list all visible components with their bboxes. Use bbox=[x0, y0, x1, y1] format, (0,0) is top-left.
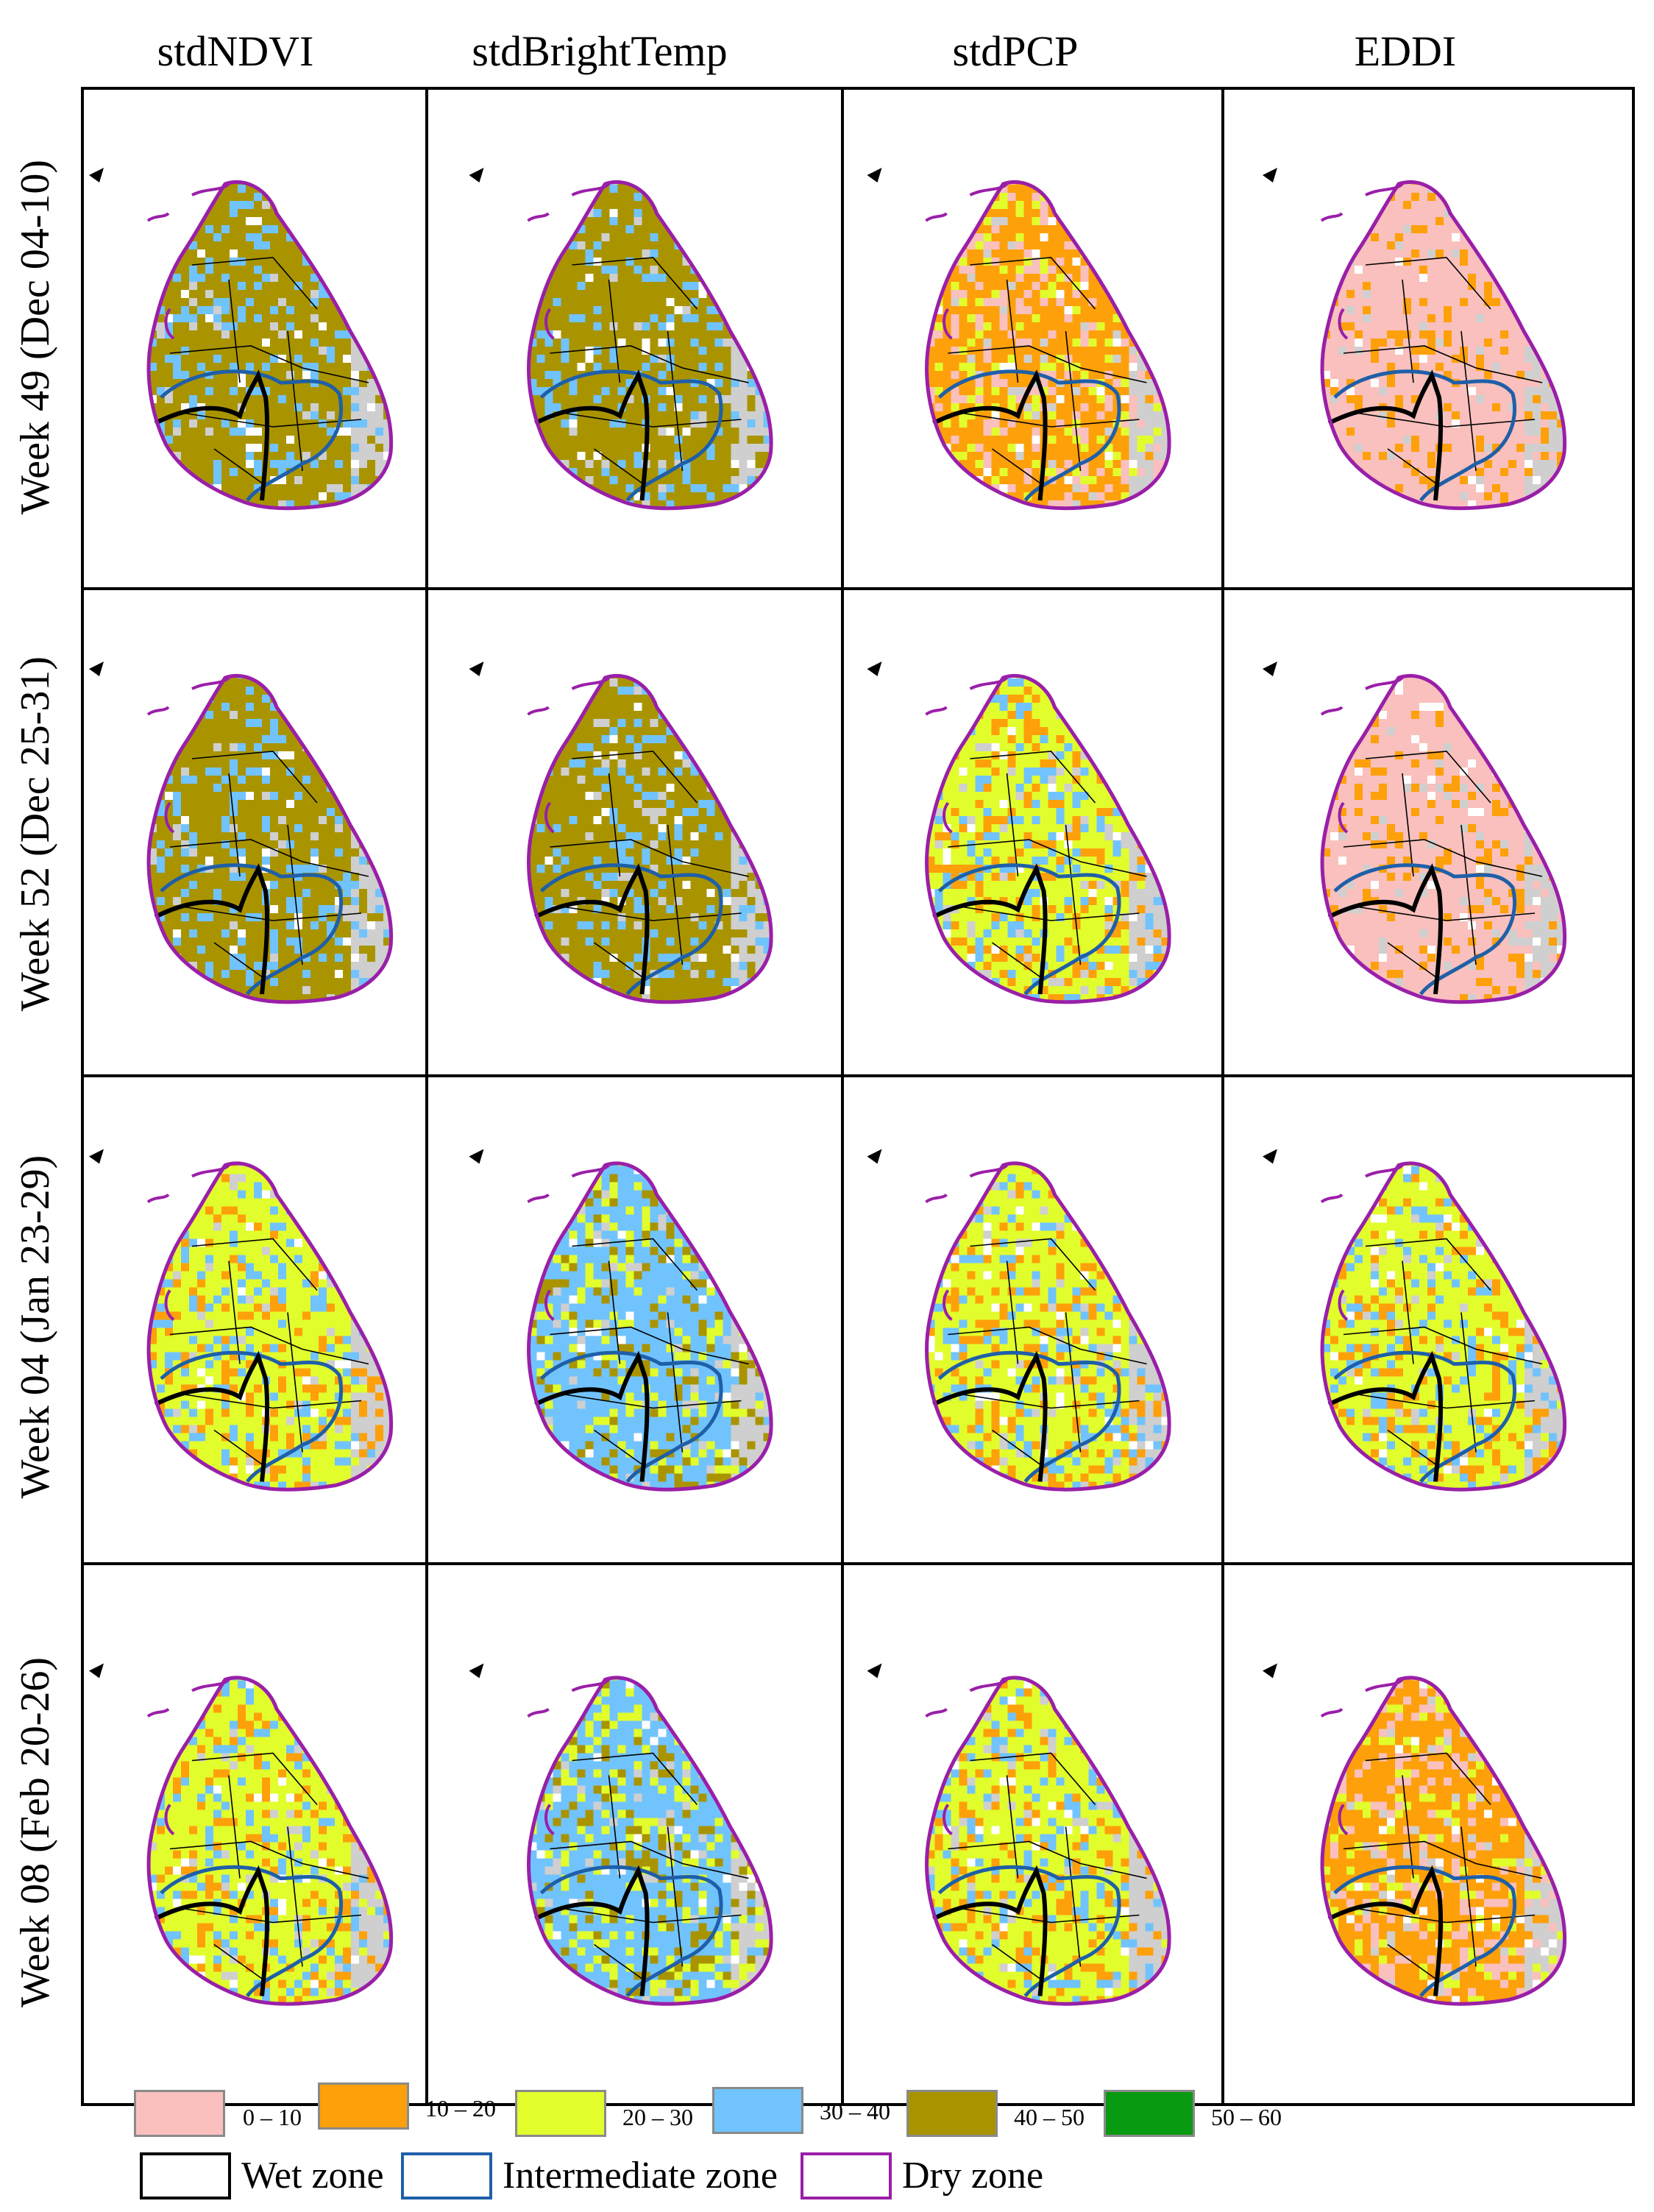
legend-intermediate-zone-box bbox=[401, 2152, 492, 2199]
north-arrow-icon bbox=[469, 168, 484, 182]
north-arrow-icon bbox=[867, 1663, 882, 1679]
map-panel-r3-c2 bbox=[469, 1149, 773, 1492]
north-arrow-icon bbox=[867, 168, 882, 182]
map-panel-r3-c3 bbox=[867, 1149, 1171, 1492]
map-panel-r2-c1 bbox=[89, 662, 394, 1004]
legend-label-50-60: 50 – 60 bbox=[1211, 2102, 1282, 2132]
north-arrow-icon bbox=[867, 662, 882, 676]
legend-label-10-20: 10 – 20 bbox=[425, 2094, 496, 2123]
legend-swatch-40-50 bbox=[906, 2090, 998, 2137]
legend-swatch-20-30 bbox=[515, 2090, 606, 2137]
map-panel-r1-c4 bbox=[1263, 168, 1567, 511]
panel-borders bbox=[81, 87, 1635, 2106]
legend-wet-zone-label: Wet zone bbox=[241, 2152, 384, 2199]
legend-swatch-30-40 bbox=[712, 2087, 803, 2134]
legend-dry-zone-label: Dry zone bbox=[902, 2152, 1043, 2199]
legend-label-40-50: 40 – 50 bbox=[1014, 2102, 1085, 2132]
map-panel-r1-c3 bbox=[867, 168, 1171, 511]
map-panel-r4-c1 bbox=[89, 1663, 394, 2006]
north-arrow-icon bbox=[469, 1149, 484, 1164]
legend-intermediate-zone-label: Intermediate zone bbox=[503, 2152, 778, 2199]
north-arrow-icon bbox=[1263, 1149, 1277, 1164]
map-panel-r4-c4 bbox=[1263, 1663, 1567, 2006]
map-panel-r3-c4 bbox=[1263, 1149, 1567, 1492]
legend-label-0-10: 0 – 10 bbox=[243, 2102, 302, 2132]
column-header-eddi: EDDI bbox=[1251, 22, 1560, 81]
north-arrow-icon bbox=[867, 1149, 882, 1164]
north-arrow-icon bbox=[469, 1663, 484, 1679]
north-arrow-icon bbox=[1263, 1663, 1277, 1679]
legend-dry-zone-box bbox=[801, 2152, 892, 2199]
map-panel-r2-c2 bbox=[469, 662, 773, 1004]
north-arrow-icon bbox=[1263, 662, 1277, 676]
legend-swatch-10-20 bbox=[318, 2082, 409, 2130]
map-panel-r3-c1 bbox=[89, 1149, 394, 1492]
column-header-stdndvi: stdNDVI bbox=[81, 22, 390, 81]
map-panel-r1-c1 bbox=[89, 168, 394, 511]
map-panel-r1-c2 bbox=[469, 168, 773, 511]
legend-wet-zone-box bbox=[140, 2152, 231, 2199]
map-panel-r2-c4 bbox=[1263, 662, 1567, 1004]
north-arrow-icon bbox=[89, 662, 104, 676]
north-arrow-icon bbox=[1263, 168, 1277, 182]
map-panel-r4-c3 bbox=[867, 1663, 1171, 2006]
north-arrow-icon bbox=[469, 662, 484, 676]
map-panel-r2-c3 bbox=[867, 662, 1171, 1004]
column-header-stdbrighttemp: stdBrightTemp bbox=[427, 22, 773, 81]
legend-label-30-40: 30 – 40 bbox=[820, 2096, 890, 2126]
map-panel-r4-c2 bbox=[469, 1663, 773, 2006]
north-arrow-icon bbox=[89, 1663, 104, 1679]
north-arrow-icon bbox=[89, 1149, 104, 1164]
column-header-stdpcp: stdPCP bbox=[861, 22, 1170, 81]
legend-swatch-50-60 bbox=[1104, 2090, 1195, 2137]
legend-swatch-0-10 bbox=[134, 2090, 225, 2137]
legend-label-20-30: 20 – 30 bbox=[622, 2102, 693, 2132]
north-arrow-icon bbox=[89, 168, 104, 182]
map-grid bbox=[81, 87, 1635, 2106]
